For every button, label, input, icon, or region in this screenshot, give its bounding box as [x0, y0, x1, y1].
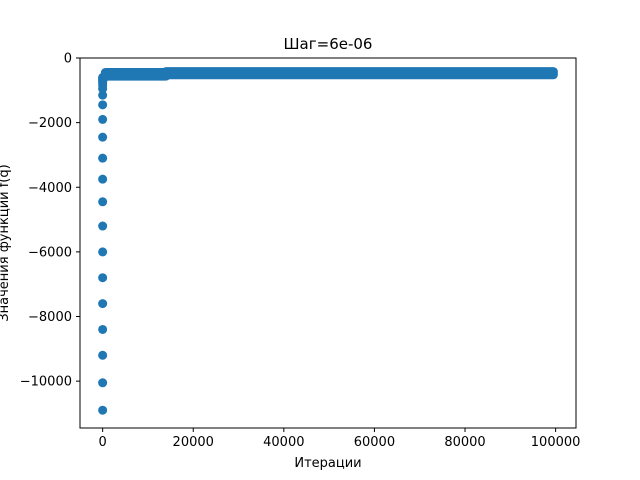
data-point: [98, 299, 108, 309]
x-axis-ticks: 0 20000 40000 60000 80000 100000: [99, 428, 581, 450]
y-tick-label: −10000: [20, 375, 72, 390]
data-point: [98, 324, 108, 334]
x-tick-label: 40000: [263, 435, 304, 450]
data-point: [98, 221, 108, 231]
x-axis-label: Итерации: [294, 456, 361, 471]
x-tick-label: 60000: [354, 435, 395, 450]
data-marks: [98, 67, 558, 415]
data-point: [98, 153, 108, 163]
data-point: [98, 100, 108, 110]
dense-band-0: [100, 68, 171, 81]
data-point: [98, 132, 108, 142]
data-point: [98, 197, 108, 207]
data-point: [98, 273, 108, 283]
data-point: [98, 114, 108, 124]
y-tick-label: 0: [64, 52, 72, 67]
y-axis-ticks: 0 −2000 −4000 −6000 −8000 −10000: [20, 52, 80, 390]
x-tick-label: 80000: [444, 435, 485, 450]
data-point: [98, 90, 108, 100]
x-tick-label: 100000: [531, 435, 581, 450]
chart-title: Шаг=6e-06: [284, 35, 373, 53]
y-tick-label: −2000: [28, 116, 72, 131]
data-point: [98, 378, 108, 388]
data-point: [98, 350, 108, 360]
x-tick-label: 20000: [173, 435, 214, 450]
data-point: [98, 405, 108, 415]
y-axis-label: Значения функции f(q): [0, 164, 12, 321]
plot-frame: [79, 57, 577, 429]
dense-band-1: [161, 67, 558, 80]
x-tick-label: 0: [99, 435, 107, 450]
y-tick-label: −6000: [28, 245, 72, 260]
y-tick-label: −4000: [28, 181, 72, 196]
data-point: [98, 247, 108, 257]
data-point: [98, 174, 108, 184]
data-point: [104, 69, 114, 79]
y-tick-label: −8000: [28, 310, 72, 325]
